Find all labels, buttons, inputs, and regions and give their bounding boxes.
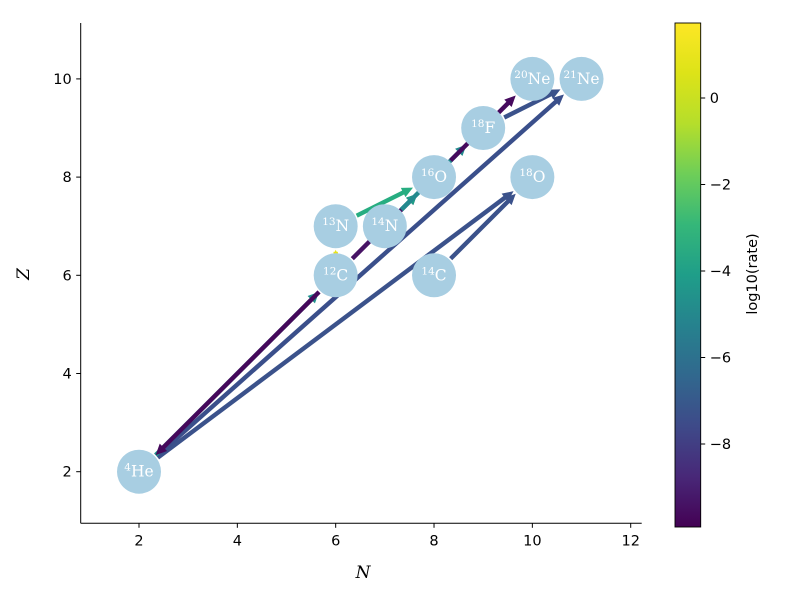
reaction-arrow-shaft	[156, 194, 509, 460]
nuclide-label: 14N	[371, 216, 398, 235]
y-tick-label: 6	[62, 268, 71, 284]
nuclide-label: 16O	[421, 167, 447, 186]
nuclide-label: 4He	[124, 462, 153, 481]
y-tick-label: 10	[53, 72, 71, 88]
nuclide-node	[461, 106, 506, 150]
nuclide-node	[412, 253, 457, 298]
x-tick-label: 2	[134, 533, 143, 549]
x-tick-label: 4	[233, 533, 242, 549]
x-tick-label: 12	[621, 533, 639, 549]
nuclide-node	[510, 155, 555, 200]
nuclide-label: 20Ne	[514, 69, 550, 88]
x-tick-label: 6	[331, 533, 340, 549]
reaction-arrow-head	[552, 94, 564, 106]
x-tick-label: 8	[429, 533, 438, 549]
nuclide-label: 21Ne	[563, 69, 599, 88]
reaction-arrow-head	[400, 187, 413, 198]
nuclide-node	[362, 204, 407, 249]
reaction-arrow-head	[501, 191, 514, 202]
colorbar-tick-label: −6	[710, 351, 731, 367]
y-tick-label: 4	[62, 367, 71, 383]
colorbar-tick-label: 0	[710, 91, 719, 107]
nuclide-label: 18O	[519, 167, 545, 186]
colorbar-label: log10(rate)	[745, 233, 761, 315]
nuclide-node	[313, 204, 358, 249]
x-tick-label: 10	[523, 533, 541, 549]
colorbar-tick-label: −4	[710, 264, 731, 280]
nuclide-label: 12C	[323, 265, 348, 284]
nuclide-node	[117, 449, 161, 494]
colorbar-tick-label: −2	[710, 178, 731, 194]
nuclide-node	[313, 253, 358, 298]
nuclide-label: 14C	[421, 265, 446, 284]
colorbar	[674, 22, 702, 528]
y-tick-label: 8	[62, 170, 71, 186]
x-axis-label: N	[355, 563, 371, 583]
reaction-arrow-shaft	[355, 189, 408, 218]
nuclide-label: 18F	[471, 118, 495, 137]
y-tick-label: 2	[62, 465, 71, 481]
y-axis-label: Z	[13, 268, 34, 280]
reaction-arrow-shaft	[503, 90, 555, 120]
reaction-arrow-head	[155, 443, 168, 456]
reaction-arrow-shaft	[449, 197, 512, 261]
colorbar-tick-label: −8	[710, 437, 731, 453]
nuclide-node	[559, 56, 604, 101]
reaction-arrow-shaft	[159, 290, 321, 452]
reaction-arrow-head	[504, 95, 516, 107]
nuclide-node	[412, 155, 457, 200]
reaction-arrow-head	[548, 89, 561, 99]
reaction-arrow-head	[504, 193, 516, 206]
nuclide-node	[510, 56, 555, 101]
nuclide-label: 13N	[322, 216, 349, 235]
